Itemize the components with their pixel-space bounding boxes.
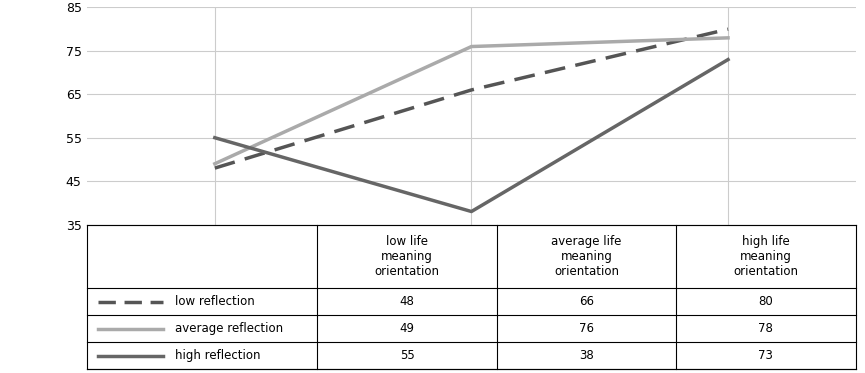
Text: average reflection: average reflection bbox=[175, 322, 283, 335]
Text: 48: 48 bbox=[400, 295, 414, 308]
Text: low reflection: low reflection bbox=[175, 295, 255, 308]
Text: 78: 78 bbox=[759, 322, 773, 335]
Text: 66: 66 bbox=[579, 295, 594, 308]
Text: 38: 38 bbox=[580, 349, 594, 362]
Text: 55: 55 bbox=[400, 349, 414, 362]
Text: high reflection: high reflection bbox=[175, 349, 260, 362]
Text: average life
meaning
orientation: average life meaning orientation bbox=[551, 235, 622, 278]
Text: 49: 49 bbox=[400, 322, 414, 335]
Text: 73: 73 bbox=[759, 349, 773, 362]
Text: 80: 80 bbox=[759, 295, 773, 308]
Text: 76: 76 bbox=[579, 322, 594, 335]
Text: low life
meaning
orientation: low life meaning orientation bbox=[375, 235, 439, 278]
Text: high life
meaning
orientation: high life meaning orientation bbox=[734, 235, 798, 278]
